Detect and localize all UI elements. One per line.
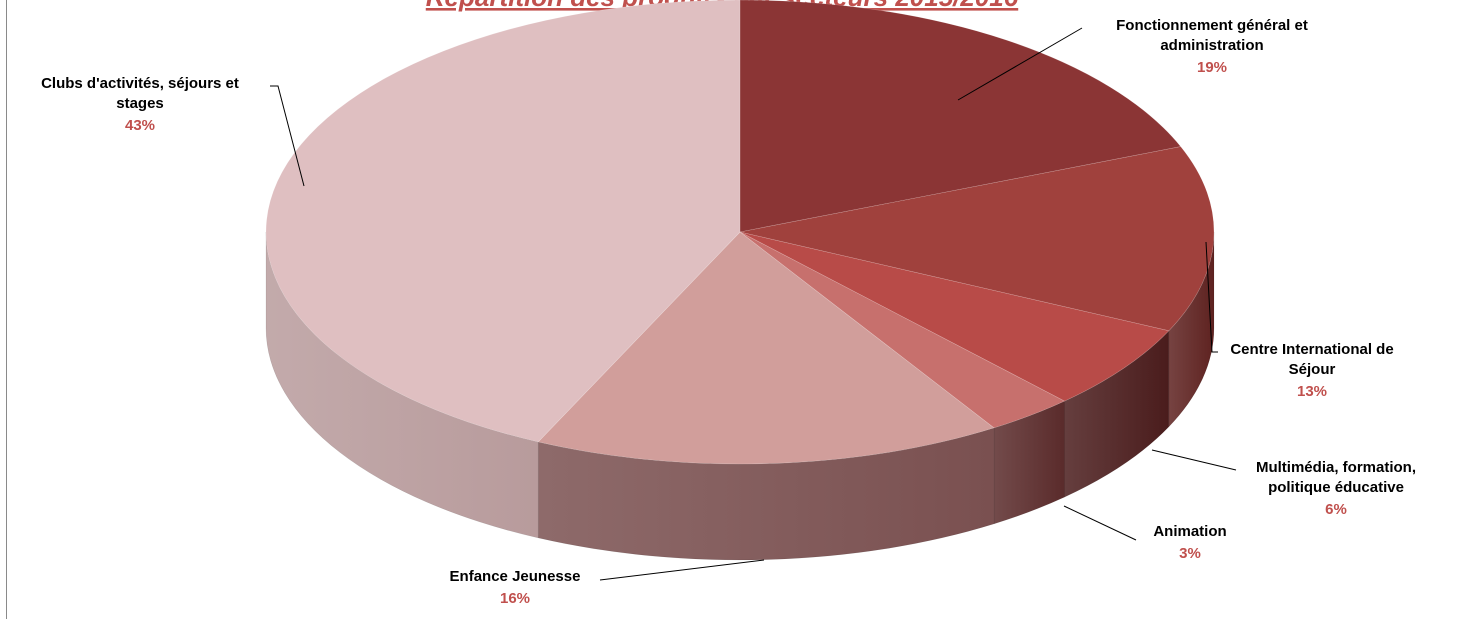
leader-line-fonctionnement-general-et-administration	[957, 27, 1083, 101]
pie-slice-clubs-d-activites-sejours-et-stages	[265, 0, 741, 443]
leader-line-multimedia-formation-politique-educative	[1151, 449, 1237, 471]
slice-percent-centre-international-de-sejour: 13%	[1297, 383, 1327, 400]
slice-percent-multimedia-formation-politique-educative: 6%	[1325, 501, 1347, 518]
leader-lines	[270, 27, 1237, 581]
slice-percent-fonctionnement-general-et-administration: 19%	[1197, 59, 1227, 76]
pie-slice-centre-international-de-sejour	[739, 146, 1215, 332]
leader-line-centre-international-de-sejour	[1205, 241, 1218, 353]
slice-labels: Fonctionnement général et administration 1…	[41, 17, 1416, 607]
leader-line-clubs-d-activites-sejours-et-stages	[270, 85, 305, 187]
slice-label-fonctionnement-general-et-administration: Fonctionnement général et	[1116, 17, 1308, 34]
pie-slices	[265, 0, 1215, 465]
leader-line-animation	[1063, 505, 1137, 541]
slice-label-centre-international-de-sejour: Centre International de	[1230, 341, 1393, 358]
pie-slice-fonctionnement-general-et-administration	[739, 0, 1182, 233]
slice-label-animation: Animation	[1153, 523, 1226, 540]
slice-label-centre-international-de-sejour: Séjour	[1289, 361, 1336, 378]
pie-slice-animation	[739, 231, 1066, 429]
slice-side-centre-international-de-sejour	[1168, 231, 1215, 428]
slice-percent-enfance-jeunesse: 16%	[500, 590, 530, 607]
slice-percent-animation: 3%	[1179, 545, 1201, 562]
slice-label-clubs-d-activites-sejours-et-stages: stages	[116, 95, 164, 112]
slice-label-clubs-d-activites-sejours-et-stages: Clubs d'activités, séjours et	[41, 75, 239, 92]
pie-sides	[265, 231, 1215, 561]
slice-label-multimedia-formation-politique-educative: politique éducative	[1268, 479, 1404, 496]
slice-label-fonctionnement-general-et-administration: administration	[1160, 37, 1263, 54]
leader-line-enfance-jeunesse	[599, 559, 765, 581]
pie-slice-enfance-jeunesse	[537, 231, 995, 465]
slice-percent-clubs-d-activites-sejours-et-stages: 43%	[125, 117, 155, 134]
slice-label-enfance-jeunesse: Enfance Jeunesse	[450, 568, 581, 585]
pie-slice-multimedia-formation-politique-educative	[739, 231, 1170, 402]
slice-label-multimedia-formation-politique-educative: Multimédia, formation,	[1256, 459, 1416, 476]
